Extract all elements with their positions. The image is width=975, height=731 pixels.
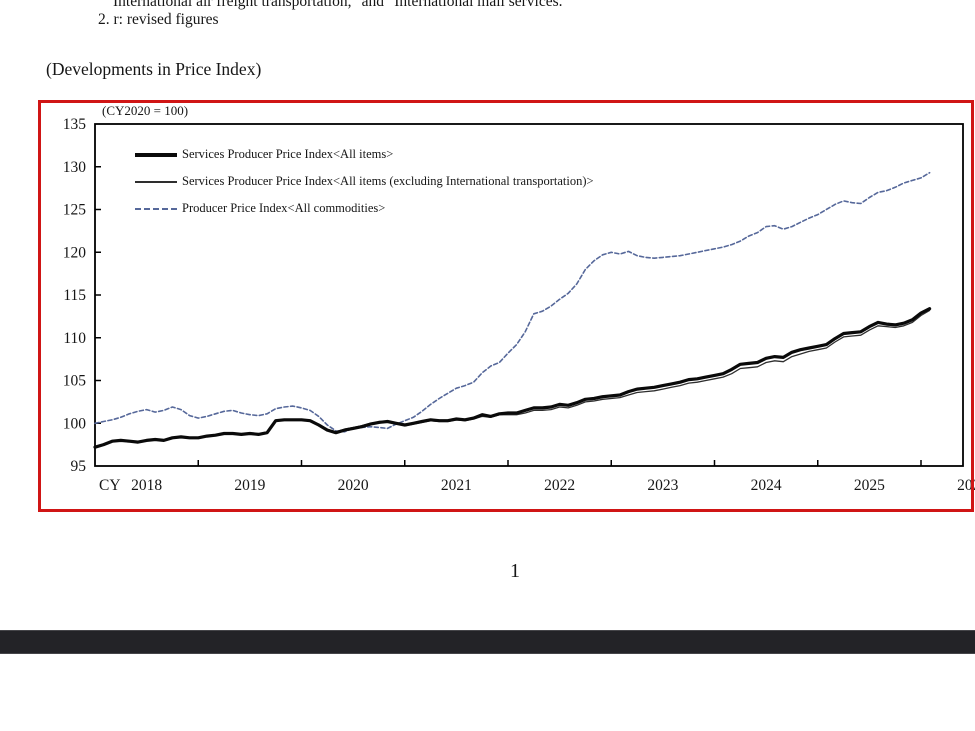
x-axis-year-label: 2021: [441, 477, 472, 494]
x-axis-year-label: 2023: [647, 477, 678, 494]
x-axis-year-label: 2024: [751, 477, 782, 494]
x-axis-year-label: 2026: [957, 477, 975, 494]
x-axis-year-label: 2022: [544, 477, 575, 494]
series-line-sppi-all-items: [93, 307, 932, 449]
legend-label: Services Producer Price Index<All items …: [182, 174, 594, 188]
legend-label: Producer Price Index<All commodities>: [182, 201, 386, 215]
legend-row-sppi-excl-intl: Services Producer Price Index<All items …: [135, 168, 594, 195]
y-axis-tick-label: 135: [63, 116, 87, 133]
legend-label: Services Producer Price Index<All items>: [182, 147, 394, 161]
chart-unit-note: (CY2020 = 100): [100, 103, 191, 119]
y-axis-tick-label: 120: [63, 244, 87, 261]
y-axis-tick-label: 110: [63, 330, 86, 347]
x-axis-year-label: 2025: [854, 477, 885, 494]
chart-legend: Services Producer Price Index<All items>…: [135, 141, 594, 222]
y-axis-tick-label: 130: [63, 159, 87, 176]
x-axis-year-label: 2019: [234, 477, 265, 494]
x-axis-cy-prefix: CY: [99, 477, 121, 494]
dashed-line-swatch: [135, 207, 177, 210]
thin-line-swatch: [135, 180, 177, 183]
legend-row-sppi-all-items: Services Producer Price Index<All items>: [135, 141, 594, 168]
y-axis-tick-label: 100: [63, 415, 87, 432]
y-axis-tick-label: 95: [71, 458, 87, 475]
y-axis-tick-label: 115: [63, 287, 86, 304]
footnote-line-clipped: International air freight transportation…: [113, 0, 569, 10]
page-separator-bar: [0, 630, 975, 654]
x-axis-year-label: 2020: [338, 477, 369, 494]
section-heading: (Developments in Price Index): [46, 59, 262, 79]
thick-line-swatch: [135, 152, 177, 157]
page-number: 1: [510, 560, 520, 582]
y-axis-tick-label: 125: [63, 202, 87, 219]
series-line-sppi-excluding-international-transportation: [94, 309, 931, 448]
footnote-revised-figures: 2. r: revised figures: [98, 11, 219, 28]
series-line-ppi-all-commodities: [94, 171, 931, 433]
legend-row-ppi-all-commodities: Producer Price Index<All commodities>: [135, 195, 594, 222]
y-axis-tick-label: 105: [63, 373, 87, 390]
x-axis-year-label: 2018: [131, 477, 162, 494]
